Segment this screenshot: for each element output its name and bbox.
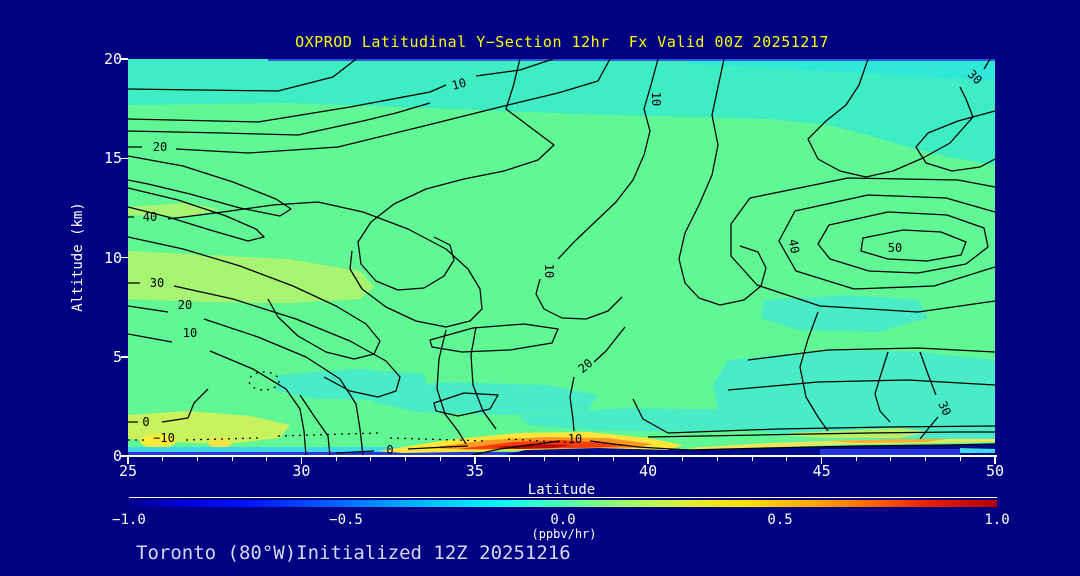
contour-label: 10 [450,76,468,93]
x-tick-label: 30 [292,462,311,480]
x-tick-label: 45 [812,462,831,480]
contour-label: 20 [153,140,167,154]
contour-label: −10 [153,431,175,445]
contour-label: 50 [888,241,902,255]
x-minor-tick-mark [370,457,372,461]
x-axis-line [127,455,997,457]
contour-lines [127,58,996,457]
y-tick-mark [121,256,128,259]
x-minor-tick-mark [404,457,406,461]
contour-label: 40 [143,210,157,224]
y-tick-label: 15 [103,149,122,168]
colorbar-tick-label: 0.0 [550,512,576,528]
filled-contour-field [128,59,995,456]
x-minor-tick-mark [162,457,164,461]
x-minor-tick-mark [543,457,545,461]
contour-label: 0 [386,443,393,456]
colorbar-tick-label: −0.5 [329,512,363,528]
y-tick-mark [121,455,128,457]
colorbar-gradient [129,500,997,507]
y-tick-mark [121,157,128,159]
y-tick-mark [121,58,128,60]
contour-label: 0 [142,415,149,429]
colorbar-unit: (ppbv/hr) [531,527,597,541]
contour-label: 10 [542,264,556,278]
x-tick-mark [820,457,823,464]
contour-label: 40 [786,238,802,255]
x-minor-tick-mark [578,457,580,461]
plot-area: 20 40 30 20 10 0 −10 10 10 30 10 20 50 40 0 10 30 [127,58,996,457]
contour-label: 30 [150,276,164,290]
x-tick-label: 50 [985,462,1005,480]
colorbar-tick-label: 1.0 [984,512,1010,528]
contour-label: 10 [649,92,663,106]
x-minor-tick-mark [682,457,684,461]
x-minor-tick-mark [335,457,337,461]
chart-title: OXPROD Latitudinal Y−Section 12hr Fx Val… [295,33,829,51]
footer-run-info: Toronto (80°W)Initialized 12Z 20251216 [136,542,571,564]
contour-label: 10 [183,326,197,340]
x-tick-mark [300,457,303,464]
colorbar-border [129,497,997,498]
x-tick-mark [647,457,649,464]
colorbar-tick-label: −1.0 [112,512,146,528]
colorbar-tick-label: 0.5 [767,512,793,528]
x-tick-label: 40 [639,462,658,480]
x-minor-tick-mark [890,457,892,461]
x-tick-mark [994,457,996,464]
y-tick-mark [121,356,128,358]
x-minor-tick-mark [266,457,268,461]
x-tick-mark [474,457,476,464]
y-tick-label: 10 [103,248,122,267]
x-axis-title: Latitude [527,482,596,498]
x-tick-label: 35 [465,462,484,480]
x-minor-tick-mark [751,457,753,461]
contour-label: 20 [178,298,192,312]
x-minor-tick-mark [855,457,857,461]
x-tick-label: 25 [118,462,138,480]
y-tick-label: 5 [112,347,122,366]
y-tick-label: 20 [103,50,122,68]
x-minor-tick-mark [786,457,788,461]
x-minor-tick-mark [196,457,198,461]
contour-label: 10 [568,432,582,446]
x-minor-tick-mark [959,457,961,461]
x-minor-tick-mark [231,457,233,461]
x-minor-tick-mark [439,457,441,461]
x-minor-tick-mark [925,457,927,461]
contour-label: 30 [935,399,954,418]
x-tick-mark [127,457,129,464]
y-tick-label: 0 [112,447,122,465]
x-minor-tick-mark [613,457,615,461]
x-minor-tick-mark [508,457,510,461]
x-minor-tick-mark [717,457,719,461]
